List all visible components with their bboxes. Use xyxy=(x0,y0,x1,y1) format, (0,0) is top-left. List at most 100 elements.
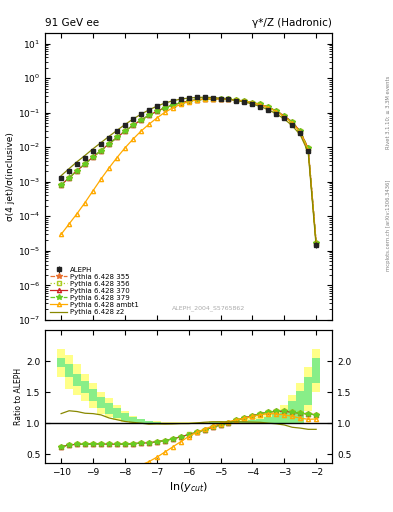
Pythia 6.428 379 xyxy=(147,112,151,118)
Pythia 6.428 379 xyxy=(210,96,215,102)
Pythia 6.428 ambt1 xyxy=(99,176,103,182)
Pythia 6.428 355 xyxy=(186,98,191,104)
Pythia 6.428 370 xyxy=(59,182,64,188)
Pythia 6.428 355 xyxy=(107,141,111,147)
Pythia 6.428 z2 xyxy=(202,94,207,100)
Line: Pythia 6.428 z2: Pythia 6.428 z2 xyxy=(61,97,316,246)
Pythia 6.428 379 xyxy=(274,108,279,114)
Pythia 6.428 z2 xyxy=(130,116,135,122)
Pythia 6.428 z2 xyxy=(162,100,167,106)
Pythia 6.428 ambt1 xyxy=(250,100,255,106)
Pythia 6.428 370 xyxy=(210,96,215,102)
Pythia 6.428 356 xyxy=(250,99,255,105)
Pythia 6.428 ambt1 xyxy=(226,96,231,102)
Pythia 6.428 ambt1 xyxy=(147,121,151,127)
Pythia 6.428 355 xyxy=(162,105,167,111)
Pythia 6.428 370 xyxy=(186,98,191,104)
Pythia 6.428 z2 xyxy=(67,165,72,172)
Pythia 6.428 370 xyxy=(282,113,286,119)
Pythia 6.428 370 xyxy=(114,134,119,140)
Pythia 6.428 370 xyxy=(162,105,167,111)
Pythia 6.428 379 xyxy=(218,96,223,102)
Text: Rivet 3.1.10; ≥ 3.3M events: Rivet 3.1.10; ≥ 3.3M events xyxy=(386,76,391,150)
Pythia 6.428 370 xyxy=(298,128,303,134)
Pythia 6.428 370 xyxy=(170,102,175,108)
Pythia 6.428 379 xyxy=(306,145,310,152)
Pythia 6.428 ambt1 xyxy=(242,98,247,104)
Pythia 6.428 356 xyxy=(290,119,295,125)
Pythia 6.428 355 xyxy=(178,100,183,106)
Pythia 6.428 379 xyxy=(242,98,247,104)
Pythia 6.428 z2 xyxy=(170,98,175,104)
Pythia 6.428 ambt1 xyxy=(138,128,143,134)
Pythia 6.428 355 xyxy=(130,122,135,129)
Pythia 6.428 z2 xyxy=(83,153,87,159)
Pythia 6.428 370 xyxy=(194,97,199,103)
Pythia 6.428 ambt1 xyxy=(91,187,95,194)
Pythia 6.428 356 xyxy=(298,128,303,134)
Pythia 6.428 355 xyxy=(218,96,223,102)
Pythia 6.428 356 xyxy=(170,102,175,108)
Pythia 6.428 356 xyxy=(114,134,119,140)
Pythia 6.428 z2 xyxy=(226,96,231,102)
Pythia 6.428 ambt1 xyxy=(266,104,271,111)
Line: Pythia 6.428 370: Pythia 6.428 370 xyxy=(59,97,318,245)
Pythia 6.428 355 xyxy=(138,117,143,123)
Pythia 6.428 370 xyxy=(91,154,95,160)
Pythia 6.428 355 xyxy=(234,97,239,103)
Pythia 6.428 379 xyxy=(162,105,167,111)
Pythia 6.428 370 xyxy=(258,101,263,108)
Pythia 6.428 379 xyxy=(234,97,239,103)
Pythia 6.428 356 xyxy=(178,99,183,105)
Pythia 6.428 355 xyxy=(306,145,310,152)
Pythia 6.428 ambt1 xyxy=(258,102,263,108)
Pythia 6.428 ambt1 xyxy=(83,200,87,206)
Pythia 6.428 355 xyxy=(123,128,127,134)
X-axis label: ln($y_{cut}$): ln($y_{cut}$) xyxy=(169,480,208,494)
Pythia 6.428 z2 xyxy=(114,127,119,134)
Pythia 6.428 z2 xyxy=(234,97,239,103)
Pythia 6.428 356 xyxy=(107,141,111,147)
Pythia 6.428 ambt1 xyxy=(107,165,111,171)
Pythia 6.428 356 xyxy=(194,97,199,103)
Pythia 6.428 356 xyxy=(274,108,279,114)
Pythia 6.428 355 xyxy=(226,96,231,102)
Pythia 6.428 370 xyxy=(107,141,111,147)
Pythia 6.428 370 xyxy=(67,175,72,181)
Pythia 6.428 356 xyxy=(306,145,310,152)
Pythia 6.428 379 xyxy=(138,117,143,123)
Pythia 6.428 z2 xyxy=(210,94,215,100)
Pythia 6.428 z2 xyxy=(91,146,95,152)
Pythia 6.428 370 xyxy=(154,109,159,115)
Pythia 6.428 379 xyxy=(282,113,286,119)
Pythia 6.428 356 xyxy=(242,98,247,104)
Pythia 6.428 379 xyxy=(298,128,303,134)
Line: Pythia 6.428 ambt1: Pythia 6.428 ambt1 xyxy=(59,96,318,246)
Pythia 6.428 z2 xyxy=(107,133,111,139)
Pythia 6.428 356 xyxy=(282,113,286,119)
Pythia 6.428 z2 xyxy=(218,95,223,101)
Pythia 6.428 ambt1 xyxy=(314,241,318,247)
Pythia 6.428 ambt1 xyxy=(114,155,119,161)
Pythia 6.428 z2 xyxy=(282,116,286,122)
Pythia 6.428 370 xyxy=(234,97,239,103)
Pythia 6.428 z2 xyxy=(298,132,303,138)
Pythia 6.428 356 xyxy=(226,96,231,102)
Pythia 6.428 z2 xyxy=(306,149,310,155)
Pythia 6.428 379 xyxy=(107,141,111,147)
Pythia 6.428 355 xyxy=(282,113,286,119)
Pythia 6.428 370 xyxy=(242,98,247,104)
Pythia 6.428 355 xyxy=(202,96,207,102)
Pythia 6.428 379 xyxy=(154,109,159,115)
Pythia 6.428 370 xyxy=(218,96,223,102)
Line: Pythia 6.428 356: Pythia 6.428 356 xyxy=(59,97,318,245)
Pythia 6.428 355 xyxy=(242,98,247,104)
Pythia 6.428 379 xyxy=(194,97,199,103)
Pythia 6.428 370 xyxy=(99,147,103,154)
Pythia 6.428 z2 xyxy=(123,121,127,127)
Pythia 6.428 379 xyxy=(130,122,135,129)
Pythia 6.428 370 xyxy=(306,145,310,152)
Pythia 6.428 356 xyxy=(162,105,167,111)
Pythia 6.428 ambt1 xyxy=(130,136,135,142)
Pythia 6.428 355 xyxy=(75,167,79,174)
